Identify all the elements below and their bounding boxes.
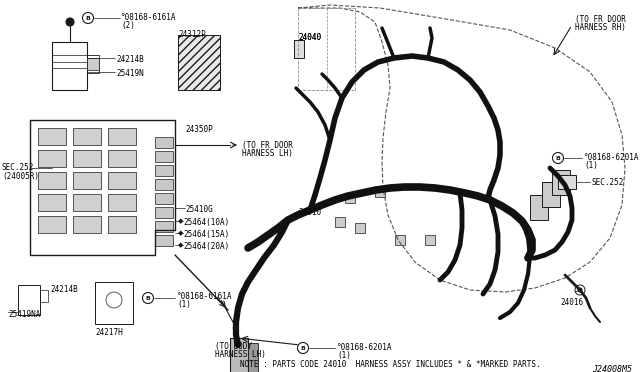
Bar: [108, 194, 136, 211]
Bar: [108, 216, 136, 233]
Bar: [230, 338, 248, 372]
Bar: [87, 55, 99, 73]
Bar: [155, 221, 173, 232]
Bar: [155, 235, 173, 246]
Text: 25464(20A): 25464(20A): [183, 242, 229, 251]
Text: °08168-6161A: °08168-6161A: [177, 292, 232, 301]
Bar: [155, 151, 173, 162]
Bar: [155, 179, 173, 190]
Text: 24016: 24016: [560, 298, 583, 307]
Bar: [38, 128, 66, 145]
Bar: [335, 217, 345, 227]
Bar: [38, 150, 66, 167]
Text: (TO BODY: (TO BODY: [215, 342, 252, 351]
Bar: [294, 40, 304, 58]
Bar: [18, 285, 40, 315]
Text: (24005R): (24005R): [2, 172, 39, 181]
Bar: [558, 175, 576, 189]
Bar: [38, 194, 66, 211]
Text: (TO FR DOOR: (TO FR DOOR: [242, 141, 293, 150]
Bar: [95, 282, 133, 324]
Bar: [375, 187, 385, 197]
Text: (TO FR DOOR: (TO FR DOOR: [575, 15, 626, 24]
Text: 25464(10A): 25464(10A): [183, 218, 229, 227]
Text: (2): (2): [121, 21, 135, 30]
Bar: [248, 343, 258, 372]
Bar: [552, 170, 570, 195]
Text: 25410G: 25410G: [185, 205, 212, 214]
Bar: [38, 216, 66, 233]
Text: SEC.252: SEC.252: [2, 163, 35, 172]
Text: (1): (1): [177, 300, 191, 309]
Text: ◆: ◆: [178, 242, 184, 248]
Text: 24214B: 24214B: [50, 285, 77, 294]
Text: 24010: 24010: [298, 208, 321, 217]
Text: J24008M5: J24008M5: [592, 365, 632, 372]
Text: B: B: [145, 295, 150, 301]
Bar: [155, 193, 173, 204]
Text: 24350P: 24350P: [185, 125, 212, 134]
Text: 24214B: 24214B: [116, 55, 144, 64]
Text: B: B: [556, 155, 561, 160]
Bar: [73, 216, 101, 233]
Text: HARNESS RH): HARNESS RH): [575, 23, 626, 32]
Text: 24217H: 24217H: [95, 328, 123, 337]
Text: HARNESS LH): HARNESS LH): [215, 350, 266, 359]
Bar: [108, 172, 136, 189]
Bar: [52, 42, 87, 90]
Circle shape: [66, 18, 74, 26]
Text: B: B: [86, 16, 90, 20]
Text: °08168-6201A: °08168-6201A: [584, 153, 639, 162]
Text: 25419NA: 25419NA: [8, 310, 40, 319]
Text: ◆: ◆: [178, 218, 184, 224]
Bar: [108, 128, 136, 145]
Bar: [178, 35, 220, 90]
Text: 24040: 24040: [298, 33, 321, 42]
Bar: [355, 223, 365, 233]
Text: 24312P: 24312P: [178, 30, 205, 39]
Text: (1): (1): [584, 161, 598, 170]
Bar: [87, 58, 99, 70]
Bar: [108, 150, 136, 167]
Bar: [40, 290, 48, 302]
Bar: [395, 235, 405, 245]
Bar: [530, 195, 548, 220]
Text: SEC.252: SEC.252: [592, 178, 625, 187]
Text: B: B: [301, 346, 305, 350]
Text: NOTE : PARTS CODE 24010  HARNESS ASSY INCLUDES * & *MARKED PARTS.: NOTE : PARTS CODE 24010 HARNESS ASSY INC…: [240, 360, 541, 369]
Text: (1): (1): [337, 351, 351, 360]
Bar: [425, 235, 435, 245]
Bar: [542, 182, 560, 207]
Bar: [73, 128, 101, 145]
Bar: [345, 193, 355, 203]
Bar: [155, 165, 173, 176]
Text: HARNESS LH): HARNESS LH): [242, 149, 293, 158]
Bar: [73, 194, 101, 211]
Text: 24040: 24040: [298, 33, 321, 42]
Text: °08168-6161A: °08168-6161A: [121, 13, 177, 22]
Text: 25464(15A): 25464(15A): [183, 230, 229, 239]
Bar: [155, 207, 173, 218]
Text: 25419N: 25419N: [116, 69, 144, 78]
Bar: [155, 137, 173, 148]
Bar: [73, 172, 101, 189]
Circle shape: [578, 288, 582, 292]
Text: ◆: ◆: [178, 230, 184, 236]
Bar: [38, 172, 66, 189]
Text: °08168-6201A: °08168-6201A: [337, 343, 392, 352]
Bar: [73, 150, 101, 167]
